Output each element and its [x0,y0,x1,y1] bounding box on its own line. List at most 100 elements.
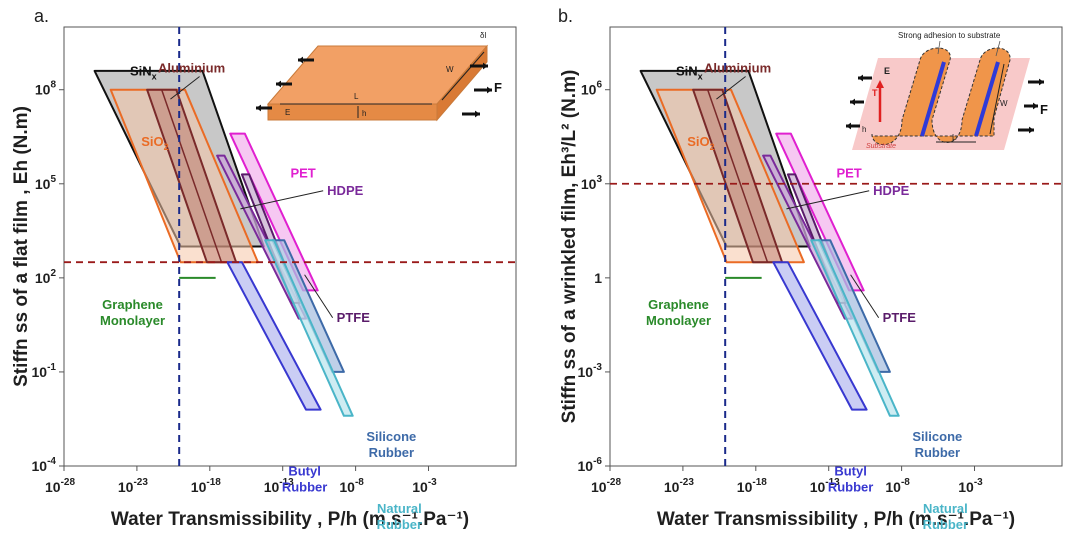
adhesion-pointer [995,40,1001,57]
thickness-arrow-head [876,80,884,88]
material-label-ptfe: PTFE [337,310,371,325]
force-arrow-head [1033,102,1038,110]
material-region-natural-rubber [264,239,354,417]
y-tick-label: 10-4 [32,456,57,474]
material-label-sio: SiO2 [687,134,714,152]
leader-line-ptfe [850,274,880,319]
x-tick-label: 10-18 [191,477,221,495]
material-label-aluminium: Aluminium [158,60,225,75]
chart-panel-b: b. 10-28 10-23 10-18 10-13 10-8 10-3 106 103 1 10-… [558,6,1063,532]
dimension-line-w [989,63,1005,135]
y-tick-label: 10-3 [578,362,603,380]
leader-line-aluminium [170,76,200,100]
material-label-butyl-rubber: Butyl Rubber [282,463,328,494]
material-label-silicone-rubber: Silicone Rubber [912,429,962,460]
material-label-butyl-rubber: Butyl Rubber [828,463,874,494]
inset-label-e: E [285,108,290,117]
force-arrow-head [1039,78,1044,86]
material-region-pet [775,132,865,292]
force-arrow-head [298,56,303,64]
leader-line-hdpe [240,190,324,210]
force-arrow-head [483,62,488,70]
material-label-pet: PET [290,166,315,181]
x-tick-label: 10-3 [958,477,983,495]
dimension-line-w [441,51,485,101]
material-region-pet [229,132,319,292]
aluminium-band-divider [706,89,769,263]
x-tick-label: 10-28 [591,477,621,495]
chart-panel-a: a. 10-28 10-23 10-18 10-13 10-8 10-3 108 105 102 1… [11,6,517,532]
adhesion-band [920,61,946,137]
panel-label: a. [34,6,49,26]
material-label-ptfe: PTFE [883,310,917,325]
x-tick-label: 10-13 [810,477,840,495]
x-tick-label: 10-3 [412,477,437,495]
inset-label-f: F [1040,102,1048,117]
force-arrow-head [256,104,261,112]
y-axis-label: Stiffn ss of a wrinkled film, Eh³/L² (N.… [559,70,580,424]
inset-label-h: h [362,109,366,118]
leader-line-ptfe [304,274,334,319]
leader-line-hdpe [786,190,870,210]
plot-frame [63,26,517,467]
inset-label-f: F [494,80,502,95]
x-axis-label: Water Transmissibility , P/h (m.s⁻¹.Pa⁻¹… [111,509,469,530]
x-tick-label: 10-23 [118,477,148,495]
y-tick-label: 108 [35,80,57,98]
y-tick-label: 105 [35,174,57,192]
material-label-hdpe: HDPE [873,183,909,198]
y-tick-label: 10-6 [578,456,603,474]
aluminium-band-divider [160,89,223,263]
inset-flat-film: δl L W E h F [256,31,502,122]
material-label-graphene-monolayer: Graphene Monolayer [100,297,165,328]
material-label-natural-rubber: Natural Rubber [377,501,423,532]
x-tick-label: 10-13 [264,477,294,495]
material-label-sin: SiNx [676,64,703,82]
force-arrow-head [487,86,492,94]
y-tick-label: 102 [35,268,57,286]
inset-label-t: T [872,88,878,98]
material-label-aluminium: Aluminium [704,60,771,75]
y-tick-label: 10-1 [32,362,57,380]
adhesion-pointer [937,40,941,55]
force-arrow-head [850,98,855,106]
inset-label-l: L [354,92,359,101]
y-tick-label: 103 [581,174,603,192]
wrinkled-film-shape [871,47,1011,146]
material-label-silicone-rubber: Silicone Rubber [366,429,416,460]
material-label-sin: SiNx [130,64,157,82]
inset-label-l: L [952,133,957,142]
panel-label: b. [558,6,573,26]
y-tick-label: 1 [594,270,602,286]
adhesion-band [974,61,1000,137]
x-tick-label: 10-18 [737,477,767,495]
x-tick-label: 10-23 [664,477,694,495]
x-axis-label: Water Transmissibility , P/h (m.s⁻¹.Pa⁻¹… [657,509,1015,530]
inset-label-delta-l: δl [480,31,486,40]
film-front-face [267,103,438,121]
force-arrow-head [858,74,863,82]
x-tick-label: 10-28 [45,477,75,495]
force-arrow-head [846,122,851,130]
material-label-hdpe: HDPE [327,183,363,198]
inset-wrinkled-film: Strong adhesion to substrate E Th L W F Substr… [846,31,1048,150]
material-label-natural-rubber: Natural Rubber [923,501,969,532]
force-arrow-head [1029,126,1034,134]
x-tick-label: 10-8 [339,477,364,495]
material-label-sio: SiO2 [141,134,168,152]
inset-label-e: E [884,66,890,76]
inset-label-w: W [1000,99,1008,108]
y-tick-label: 106 [581,80,603,98]
inset-label-substrate: Substrate [866,143,896,150]
x-tick-label: 10-8 [885,477,910,495]
force-arrow-head [276,80,281,88]
material-region-butyl-rubber [772,261,868,411]
material-label-graphene-monolayer: Graphene Monolayer [646,297,711,328]
inset-label-h: h [862,125,866,134]
material-region-natural-rubber [810,239,900,417]
inset-label-adhesion: Strong adhesion to substrate [898,31,1001,40]
y-axis-label: Stiffn ss of a flat film , Eh (N.m) [11,106,32,387]
plot-frame [609,26,1063,467]
inset-label-w: W [446,65,454,74]
